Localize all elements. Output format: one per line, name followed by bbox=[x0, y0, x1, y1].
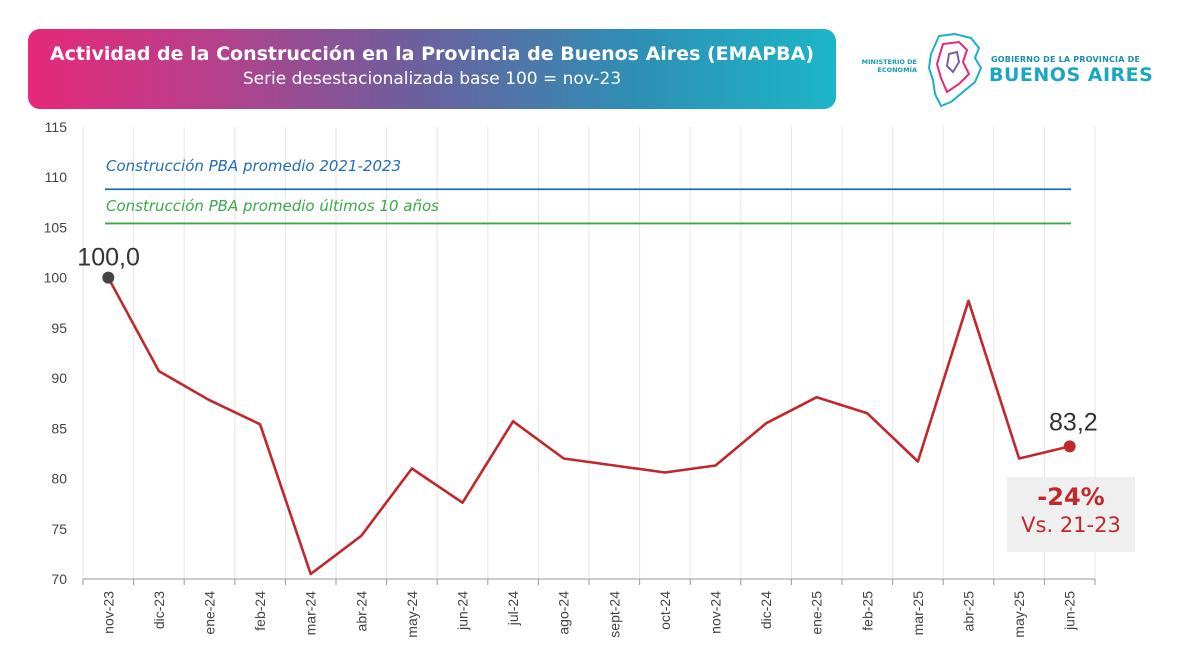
y-tick-label: 115 bbox=[45, 119, 68, 135]
delta-percent: -24% bbox=[1037, 483, 1105, 511]
y-tick-label: 85 bbox=[51, 420, 67, 436]
government-logo: MINISTERIO DE ECONOMÍA GOBIERNO DE LA PR… bbox=[855, 30, 1155, 110]
y-tick-label: 75 bbox=[51, 521, 67, 537]
y-tick-label: 105 bbox=[44, 219, 68, 235]
y-tick-label: 70 bbox=[51, 571, 67, 587]
x-tick-label: nov-23 bbox=[100, 591, 116, 634]
x-tick-label: nov-24 bbox=[708, 591, 724, 634]
x-tick-label: feb-24 bbox=[252, 591, 268, 631]
delta-comparison: Vs. 21-23 bbox=[1021, 513, 1121, 537]
x-tick-label: ago-24 bbox=[556, 591, 572, 635]
title-banner: Actividad de la Construcción en la Provi… bbox=[28, 29, 836, 109]
x-tick-label: feb-25 bbox=[859, 591, 875, 631]
chart-title: Actividad de la Construcción en la Provi… bbox=[49, 43, 815, 65]
x-tick-label: mar-24 bbox=[303, 591, 319, 636]
chart-subtitle: Serie desestacionalizada base 100 = nov-… bbox=[242, 69, 622, 89]
province-map-icon bbox=[927, 32, 983, 108]
provincia-label: BUENOS AIRES bbox=[989, 64, 1154, 86]
gobierno-label: GOBIERNO DE LA PROVINCIA DE bbox=[991, 55, 1141, 64]
y-tick-label: 80 bbox=[51, 471, 67, 487]
delta-annotation: -24% Vs. 21-23 bbox=[1007, 477, 1135, 552]
y-tick-label: 95 bbox=[51, 320, 67, 336]
start-marker bbox=[102, 271, 115, 284]
end-value-label: 83,2 bbox=[1049, 408, 1098, 436]
reference-line-label: Construcción PBA promedio últimos 10 año… bbox=[106, 197, 439, 215]
x-tick-label: mar-25 bbox=[910, 591, 926, 636]
x-tick-label: jun-24 bbox=[455, 591, 471, 631]
y-tick-label: 100 bbox=[44, 270, 68, 286]
x-tick-label: abr-24 bbox=[353, 591, 369, 632]
x-tick-label: oct-24 bbox=[657, 591, 673, 630]
x-tick-label: jul-24 bbox=[505, 591, 521, 626]
reference-line-label: Construcción PBA promedio 2021-2023 bbox=[106, 157, 401, 175]
x-tick-label: may-24 bbox=[404, 591, 420, 638]
start-value-label: 100,0 bbox=[77, 244, 140, 272]
x-tick-label: ene-24 bbox=[202, 591, 218, 635]
x-tick-label: ene-25 bbox=[809, 591, 825, 635]
x-tick-label: jun-25 bbox=[1062, 591, 1078, 631]
ministerio-label: MINISTERIO DE ECONOMÍA bbox=[861, 58, 917, 74]
y-tick-label: 90 bbox=[51, 370, 67, 386]
x-tick-label: dic-24 bbox=[758, 591, 774, 629]
end-marker bbox=[1063, 440, 1076, 453]
x-tick-label: sept-24 bbox=[606, 591, 622, 638]
x-tick-label: dic-23 bbox=[151, 591, 167, 629]
series-line bbox=[107, 277, 1071, 576]
y-tick-label: 110 bbox=[45, 169, 68, 185]
x-tick-label: may-25 bbox=[1011, 591, 1027, 638]
x-tick-label: abr-25 bbox=[961, 591, 977, 632]
